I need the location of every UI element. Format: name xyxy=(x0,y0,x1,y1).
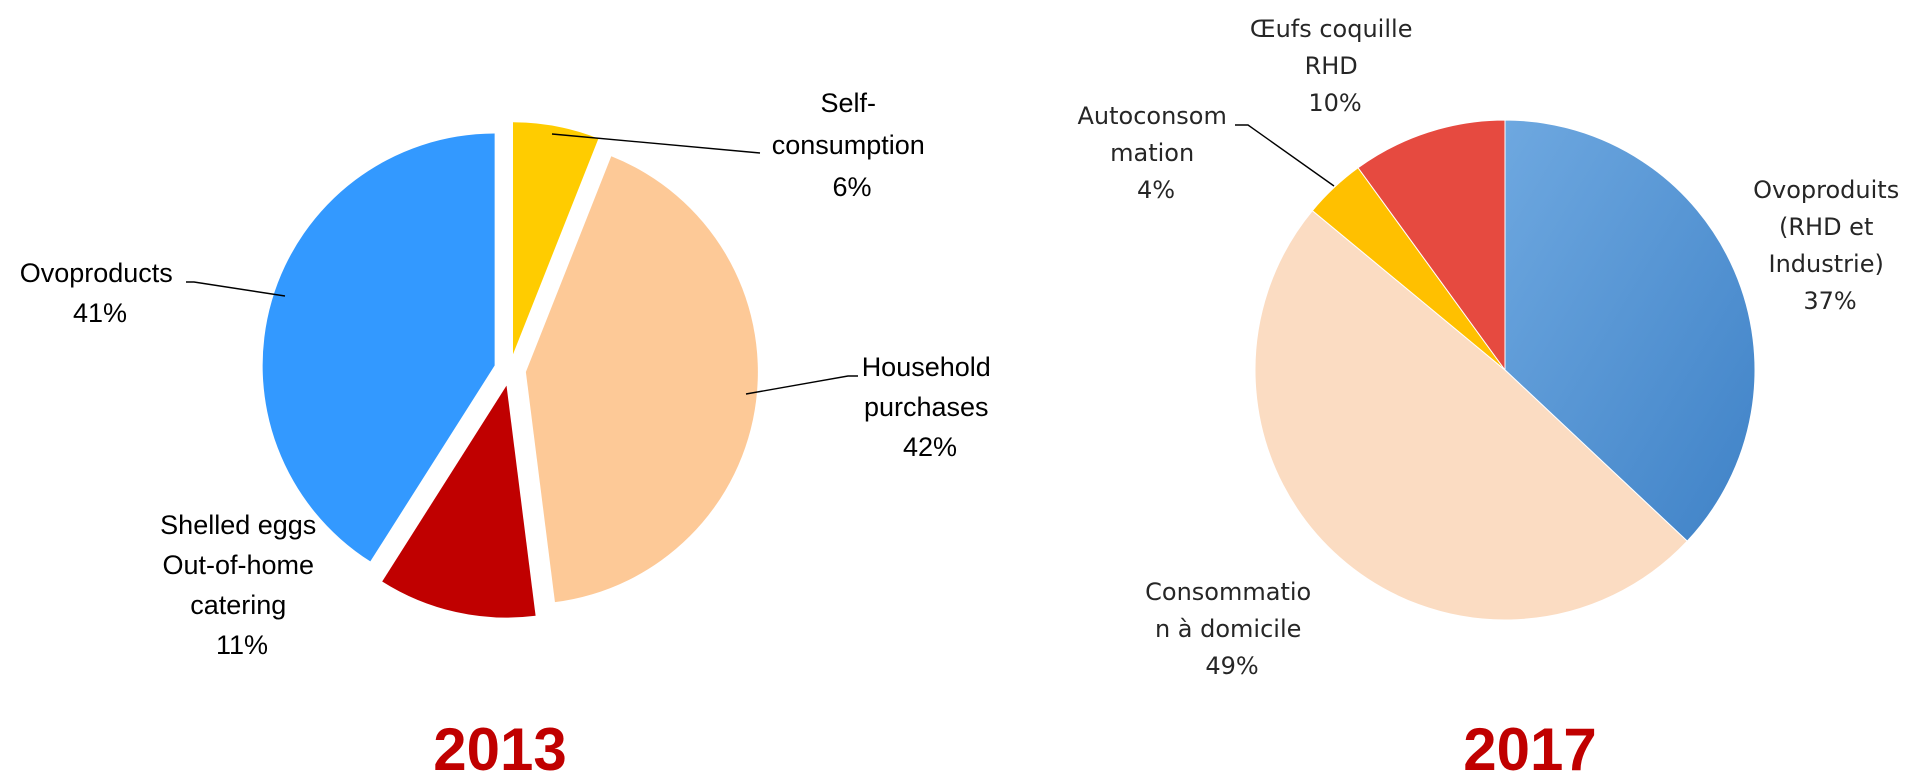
label-ovoproduits-line-2: (RHD et xyxy=(1779,213,1873,241)
label-oeufs-coquille: Œufs coquille RHD 10% xyxy=(1250,15,1420,117)
slice-ovoproduits xyxy=(1504,119,1756,542)
label-ovoproduits: Ovoproduits (RHD et Industrie) 37% xyxy=(1753,176,1907,315)
leader-line-household-purchases xyxy=(745,375,858,395)
label-shelled-eggs-pct: 11% xyxy=(216,630,268,660)
label-household-purchases-pct: 42% xyxy=(903,432,957,462)
label-autoconsommation-line-2: mation xyxy=(1110,139,1194,167)
label-ovoproduits-line-3: Industrie) xyxy=(1769,250,1884,278)
label-household-purchases-line-2: purchases xyxy=(864,392,989,422)
label-consommation-line-1: Consommatio xyxy=(1145,578,1311,606)
label-ovoproducts-line-1: Ovoproducts xyxy=(20,258,173,288)
label-autoconsommation: Autoconsom mation 4% xyxy=(1077,102,1234,204)
label-shelled-eggs: Shelled eggs Out-of-home catering 11% xyxy=(160,510,324,660)
leader-line-autoconsommation xyxy=(1235,124,1335,187)
label-oeufs-coquille-pct: 10% xyxy=(1308,89,1361,117)
slice-consommation-a-domicile xyxy=(1254,209,1688,621)
chart-2013: Self- consumption 6% Household purchases… xyxy=(20,88,999,774)
leader-line-self-consumption xyxy=(551,133,761,154)
label-ovoproducts: Ovoproducts 41% xyxy=(20,258,181,328)
label-oeufs-coquille-line-1: Œufs coquille xyxy=(1250,15,1413,43)
chart-2013-slices xyxy=(262,122,758,618)
label-consommation-line-2: n à domicile xyxy=(1155,615,1301,643)
slice-household-purchases xyxy=(525,156,758,603)
chart-2017-leader-lines xyxy=(1235,124,1335,187)
chart-2017: Œufs coquille RHD 10% Autoconsom mation … xyxy=(1077,15,1907,774)
label-autoconsommation-line-1: Autoconsom xyxy=(1077,102,1226,130)
label-household-purchases-line-1: Household xyxy=(862,352,991,382)
slice-oeufs-coquille xyxy=(1357,119,1506,372)
label-ovoproduits-pct: 37% xyxy=(1803,287,1856,315)
chart-2017-slices xyxy=(1254,119,1756,621)
chart-2013-title: 2013 xyxy=(433,716,566,774)
label-self-consumption-line-2: consumption xyxy=(772,130,925,160)
label-household-purchases: Household purchases 42% xyxy=(862,352,999,462)
label-self-consumption: Self- consumption 6% xyxy=(772,88,933,202)
label-oeufs-coquille-line-2: RHD xyxy=(1305,52,1358,80)
label-autoconsommation-pct: 4% xyxy=(1137,176,1175,204)
label-self-consumption-pct: 6% xyxy=(832,172,871,202)
label-consommation-pct: 49% xyxy=(1205,652,1258,680)
label-ovoproducts-pct: 41% xyxy=(73,298,127,328)
leader-line-ovoproducts xyxy=(186,281,286,297)
label-self-consumption-line-1: Self- xyxy=(820,88,876,118)
label-ovoproduits-line-1: Ovoproduits xyxy=(1753,176,1899,204)
slice-shelled-eggs xyxy=(382,385,536,618)
slice-ovoproducts xyxy=(262,133,495,562)
slice-self-consumption xyxy=(512,122,599,355)
chart-2017-title: 2017 xyxy=(1463,716,1596,774)
label-shelled-eggs-line-3: catering xyxy=(190,590,286,620)
label-consommation-a-domicile: Consommatio n à domicile 49% xyxy=(1145,578,1319,680)
chart-2013-leader-lines xyxy=(186,133,858,395)
label-shelled-eggs-line-1: Shelled eggs xyxy=(160,510,316,540)
label-shelled-eggs-line-2: Out-of-home xyxy=(162,550,314,580)
